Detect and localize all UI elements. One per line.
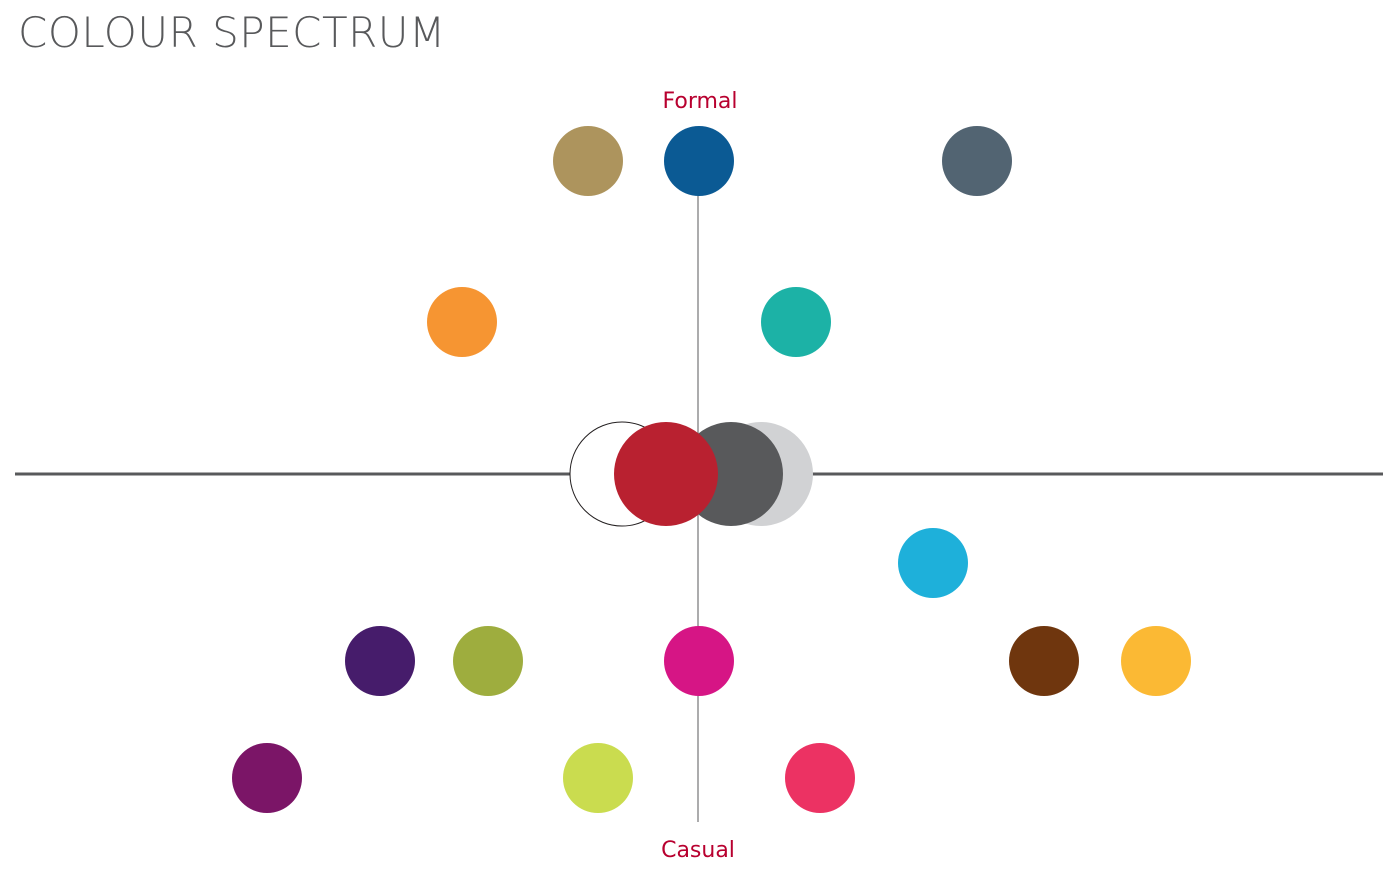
colour-dot-orange (427, 287, 497, 357)
colour-dot-brown (1009, 626, 1079, 696)
colour-dot-magenta (664, 626, 734, 696)
colour-dot-indigo (345, 626, 415, 696)
colour-dot-lime (563, 743, 633, 813)
colour-dot-sky-blue (898, 528, 968, 598)
colour-dot-yellow (1121, 626, 1191, 696)
colour-dot-slate-gray (942, 126, 1012, 196)
colour-dot-teal (761, 287, 831, 357)
colour-dot-navy-blue (664, 126, 734, 196)
colour-dot-olive-green (453, 626, 523, 696)
axis-label-casual: Casual (661, 838, 735, 863)
neutral-dot-red (614, 422, 718, 526)
colour-dot-khaki (553, 126, 623, 196)
colour-dot-pink (785, 743, 855, 813)
axis-label-formal: Formal (662, 89, 738, 114)
colour-dot-purple (232, 743, 302, 813)
page-title: COLOUR SPECTRUM (18, 8, 446, 57)
